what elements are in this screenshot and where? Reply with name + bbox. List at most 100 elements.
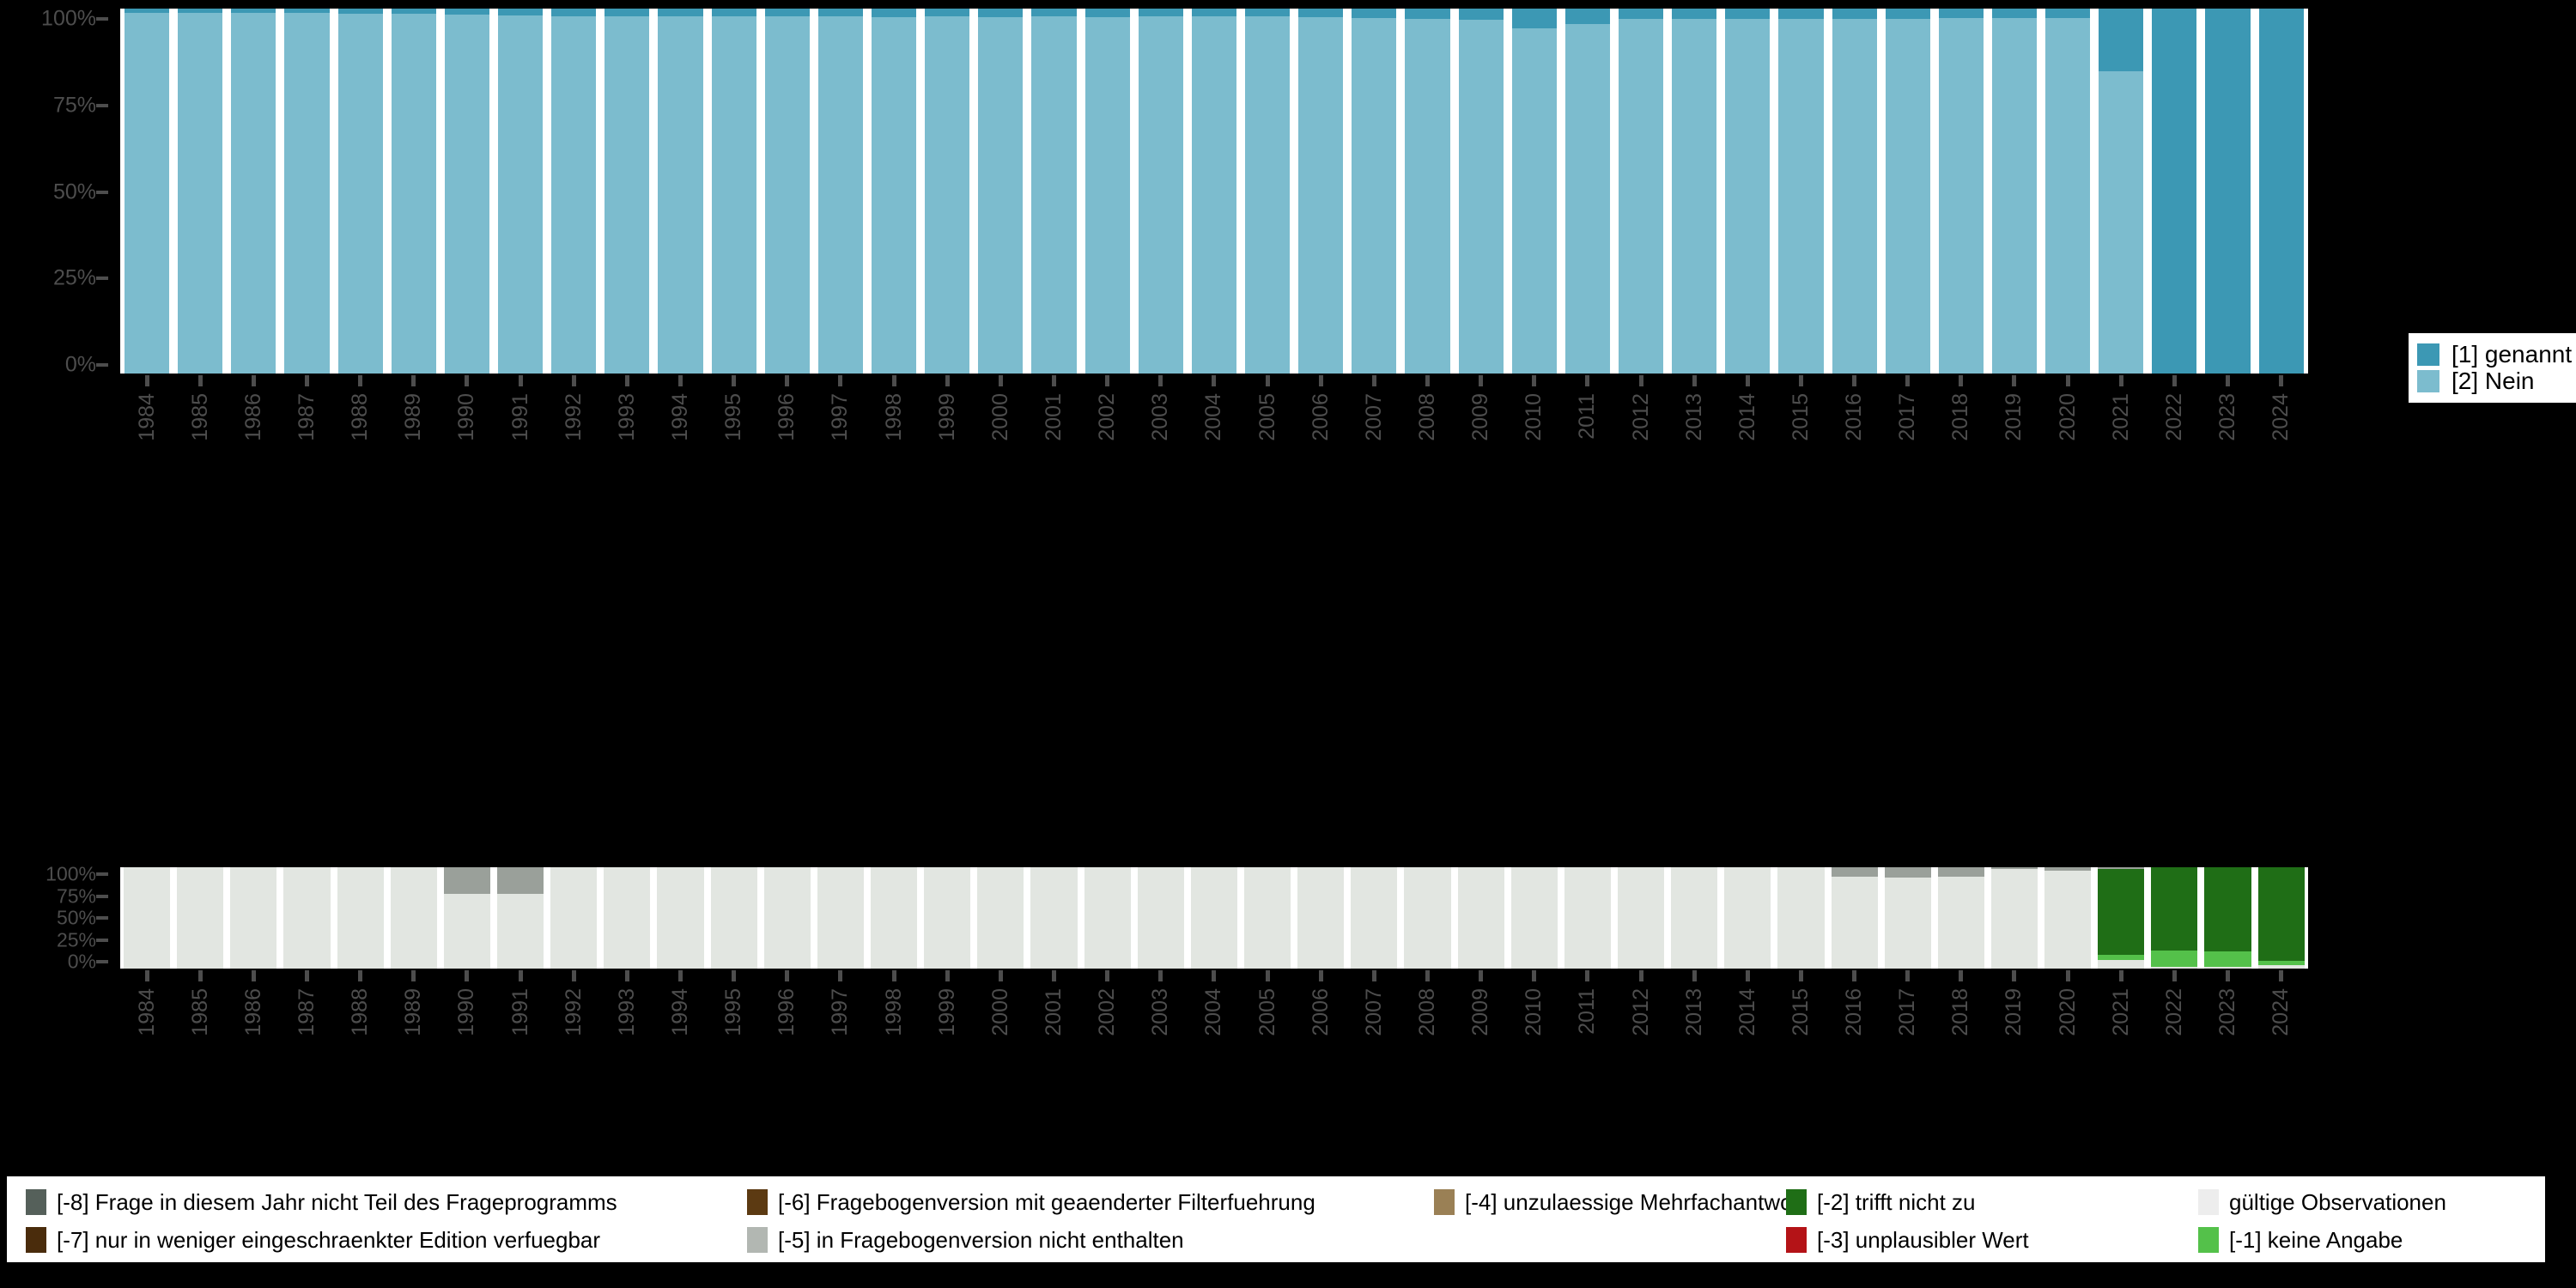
bar-column[interactable]: [173, 9, 227, 374]
bar-column[interactable]: [761, 867, 814, 969]
bar-column[interactable]: [2148, 867, 2201, 969]
legend-item[interactable]: [-6] Fragebogenversion mit geaenderter F…: [728, 1189, 1415, 1216]
legend-series[interactable]: [1] genannt [2] Nein: [2409, 333, 2576, 403]
legend-label: [1] genannt: [2451, 341, 2573, 368]
bar-column[interactable]: [280, 867, 333, 969]
bar-column[interactable]: [1935, 867, 1988, 969]
legend-item[interactable]: [-3] unplausibler Wert: [1767, 1227, 2179, 1254]
bar-column[interactable]: [708, 9, 761, 374]
bar-column[interactable]: [227, 867, 280, 969]
bar-column[interactable]: [173, 867, 227, 969]
bar-column[interactable]: [920, 867, 974, 969]
bar-column[interactable]: [1134, 867, 1188, 969]
bar-column[interactable]: [1774, 9, 1827, 374]
bar-column[interactable]: [387, 867, 440, 969]
bar-column[interactable]: [1881, 867, 1935, 969]
bar-column[interactable]: [120, 9, 173, 374]
bar-column[interactable]: [1614, 867, 1668, 969]
legend-item[interactable]: [-2] trifft nicht zu: [1767, 1189, 2179, 1216]
bar-column[interactable]: [1935, 9, 1988, 374]
bar-column[interactable]: [761, 9, 814, 374]
bar-column[interactable]: [2255, 867, 2308, 969]
bar-column[interactable]: [120, 867, 173, 969]
x-axis-tick-mark: [411, 375, 416, 386]
legend-item[interactable]: [-4] unzulaessige Mehrfachantwort: [1415, 1189, 1806, 1216]
legend-missing-codes[interactable]: [-8] Frage in diesem Jahr nicht Teil des…: [7, 1176, 2545, 1262]
bar-column[interactable]: [1188, 9, 1241, 374]
bar-column[interactable]: [2094, 867, 2148, 969]
legend-item[interactable]: [-5] in Fragebogenversion nicht enthalte…: [728, 1227, 1415, 1254]
bar-column[interactable]: [1828, 867, 1881, 969]
bar-column[interactable]: [974, 867, 1027, 969]
bar-column[interactable]: [1561, 867, 1614, 969]
bar-column[interactable]: [547, 867, 600, 969]
bar-column[interactable]: [547, 9, 600, 374]
bar-column[interactable]: [974, 9, 1027, 374]
bar-column[interactable]: [334, 9, 387, 374]
bar-column[interactable]: [227, 9, 280, 374]
legend-item[interactable]: [-1] keine Angabe: [2179, 1227, 2540, 1254]
bar-column[interactable]: [1134, 9, 1188, 374]
bar-column[interactable]: [494, 9, 547, 374]
bar-column[interactable]: [1241, 867, 1294, 969]
bar-column[interactable]: [1081, 9, 1134, 374]
bar-column[interactable]: [814, 9, 867, 374]
bar-column[interactable]: [440, 867, 494, 969]
bar-column[interactable]: [867, 867, 920, 969]
bar-column[interactable]: [1668, 9, 1721, 374]
bar-column[interactable]: [1774, 867, 1827, 969]
bar-column[interactable]: [1988, 9, 2041, 374]
bar-column[interactable]: [2148, 9, 2201, 374]
bar-segment: [871, 16, 917, 374]
legend-item[interactable]: [-7] nur in weniger eingeschraenkter Edi…: [7, 1227, 728, 1254]
legend-item[interactable]: gültige Observationen: [2179, 1189, 2540, 1216]
bar-column[interactable]: [600, 867, 653, 969]
bar-column[interactable]: [1508, 867, 1561, 969]
bar-column[interactable]: [653, 9, 707, 374]
bar-column[interactable]: [334, 867, 387, 969]
bar-column[interactable]: [2255, 9, 2308, 374]
bar-column[interactable]: [1400, 867, 1454, 969]
bar-column[interactable]: [600, 9, 653, 374]
bar-column[interactable]: [1561, 9, 1614, 374]
legend-item[interactable]: [2] Nein: [2417, 368, 2572, 394]
bar-column[interactable]: [1081, 867, 1134, 969]
bar-column[interactable]: [1455, 867, 1508, 969]
bar-column[interactable]: [387, 9, 440, 374]
bar-column[interactable]: [2041, 867, 2094, 969]
bar-column[interactable]: [1721, 867, 1774, 969]
bar-column[interactable]: [494, 867, 547, 969]
legend-item[interactable]: [1] genannt: [2417, 342, 2572, 367]
legend-item[interactable]: [-8] Frage in diesem Jahr nicht Teil des…: [7, 1189, 728, 1216]
bar-column[interactable]: [1400, 9, 1454, 374]
bar-column[interactable]: [2041, 9, 2094, 374]
bar-column[interactable]: [867, 9, 920, 374]
bar-column[interactable]: [1347, 9, 1400, 374]
bar-column[interactable]: [1241, 9, 1294, 374]
bar-column[interactable]: [280, 9, 333, 374]
bar-column[interactable]: [1347, 867, 1400, 969]
bar-column[interactable]: [1455, 9, 1508, 374]
bar-column[interactable]: [1027, 9, 1080, 374]
bar-column[interactable]: [1508, 9, 1561, 374]
bar-column[interactable]: [1988, 867, 2041, 969]
bar-column[interactable]: [1294, 9, 1347, 374]
bar-column[interactable]: [1294, 867, 1347, 969]
bar-column[interactable]: [1188, 867, 1241, 969]
bar-column[interactable]: [1828, 9, 1881, 374]
bar-column[interactable]: [2094, 9, 2148, 374]
bar-column[interactable]: [1881, 9, 1935, 374]
bar-column[interactable]: [2201, 9, 2254, 374]
bar-column[interactable]: [2201, 867, 2254, 969]
x-axis-tick: 2018: [1935, 375, 1988, 441]
bar-column[interactable]: [440, 9, 494, 374]
bar-segment: [1564, 867, 1611, 969]
bar-column[interactable]: [814, 867, 867, 969]
bar-column[interactable]: [653, 867, 707, 969]
bar-column[interactable]: [920, 9, 974, 374]
bar-column[interactable]: [1027, 867, 1080, 969]
bar-column[interactable]: [708, 867, 761, 969]
bar-column[interactable]: [1668, 867, 1721, 969]
bar-column[interactable]: [1721, 9, 1774, 374]
bar-column[interactable]: [1614, 9, 1668, 374]
